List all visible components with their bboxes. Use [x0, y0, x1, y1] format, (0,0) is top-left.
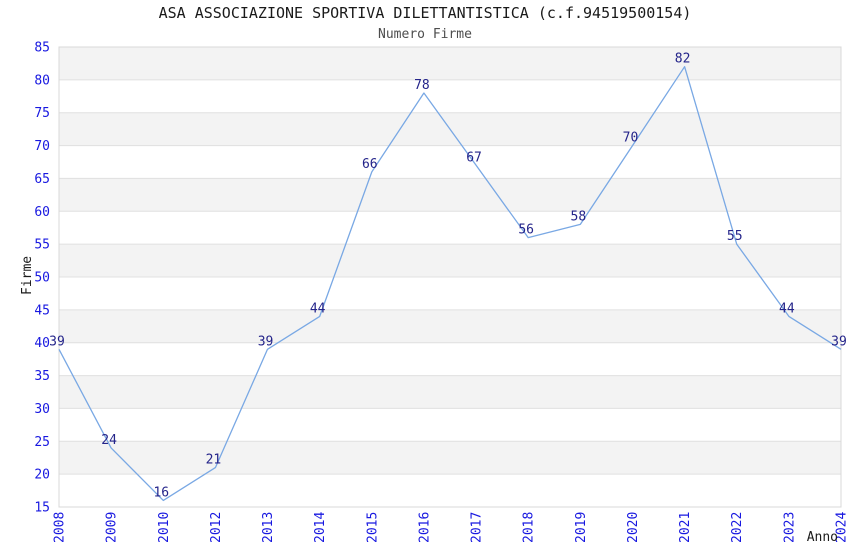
data-label: 82: [675, 52, 691, 67]
data-label: 55: [727, 229, 743, 244]
grid-band: [59, 47, 841, 80]
grid-band: [59, 309, 841, 343]
grid-band: [59, 178, 841, 212]
y-tick-label: 15: [34, 501, 50, 516]
y-tick-label: 85: [34, 41, 50, 56]
y-tick-label: 30: [34, 402, 50, 417]
x-tick-label: 2016: [417, 512, 432, 543]
y-tick-label: 65: [34, 172, 50, 187]
y-tick-label: 75: [34, 106, 50, 121]
grid-band: [59, 375, 841, 409]
x-tick-label: 2014: [313, 512, 328, 543]
data-label: 44: [310, 301, 326, 316]
x-tick-label: 2010: [157, 512, 172, 543]
x-tick-label: 2024: [835, 512, 850, 543]
plot-border: [58, 46, 842, 508]
data-label: 58: [571, 209, 587, 224]
data-label: 67: [466, 150, 482, 165]
x-tick-label: 2022: [730, 512, 745, 543]
grid-band: [59, 441, 841, 475]
data-label: 70: [623, 131, 639, 146]
series-line: [58, 66, 842, 502]
x-tick-label: 2017: [470, 512, 485, 543]
data-label: 39: [258, 334, 274, 349]
x-tick-label: 2018: [522, 512, 537, 543]
data-label: 39: [831, 334, 847, 349]
y-tick-label: 25: [34, 435, 50, 450]
grid-band: [59, 244, 841, 277]
data-label: 21: [206, 453, 222, 468]
x-tick-label: 2015: [365, 512, 380, 543]
x-tick-label: 2021: [678, 512, 693, 543]
y-tick-label: 45: [34, 303, 50, 318]
data-label: 39: [49, 334, 65, 349]
y-axis-title: Firme: [20, 256, 35, 295]
x-tick-label: 2020: [626, 512, 641, 543]
y-tick-label: 70: [34, 139, 50, 154]
chart-title: ASA ASSOCIAZIONE SPORTIVA DILETTANTISTIC…: [158, 4, 692, 22]
chart-subtitle: Numero Firme: [378, 27, 472, 42]
x-tick-label: 2013: [261, 512, 276, 543]
y-tick-label: 20: [34, 468, 50, 483]
x-tick-label: 2023: [782, 512, 797, 543]
y-tick-label: 80: [34, 73, 50, 88]
data-label: 24: [101, 433, 117, 448]
y-tick-label: 35: [34, 369, 50, 384]
x-tick-label: 2009: [105, 512, 120, 543]
data-label: 44: [779, 301, 795, 316]
y-tick-label: 55: [34, 238, 50, 253]
y-tick-label: 60: [34, 205, 50, 220]
x-tick-label: 2012: [209, 512, 224, 543]
y-tick-label: 40: [34, 336, 50, 351]
x-tick-label: 2019: [574, 512, 589, 543]
data-label: 56: [518, 223, 534, 238]
data-label: 66: [362, 157, 378, 172]
x-axis-title: Anno: [807, 530, 838, 545]
y-tick-label: 50: [34, 271, 50, 286]
data-label: 78: [414, 78, 430, 93]
x-tick-label: 2008: [53, 512, 68, 543]
data-label: 16: [153, 485, 169, 500]
